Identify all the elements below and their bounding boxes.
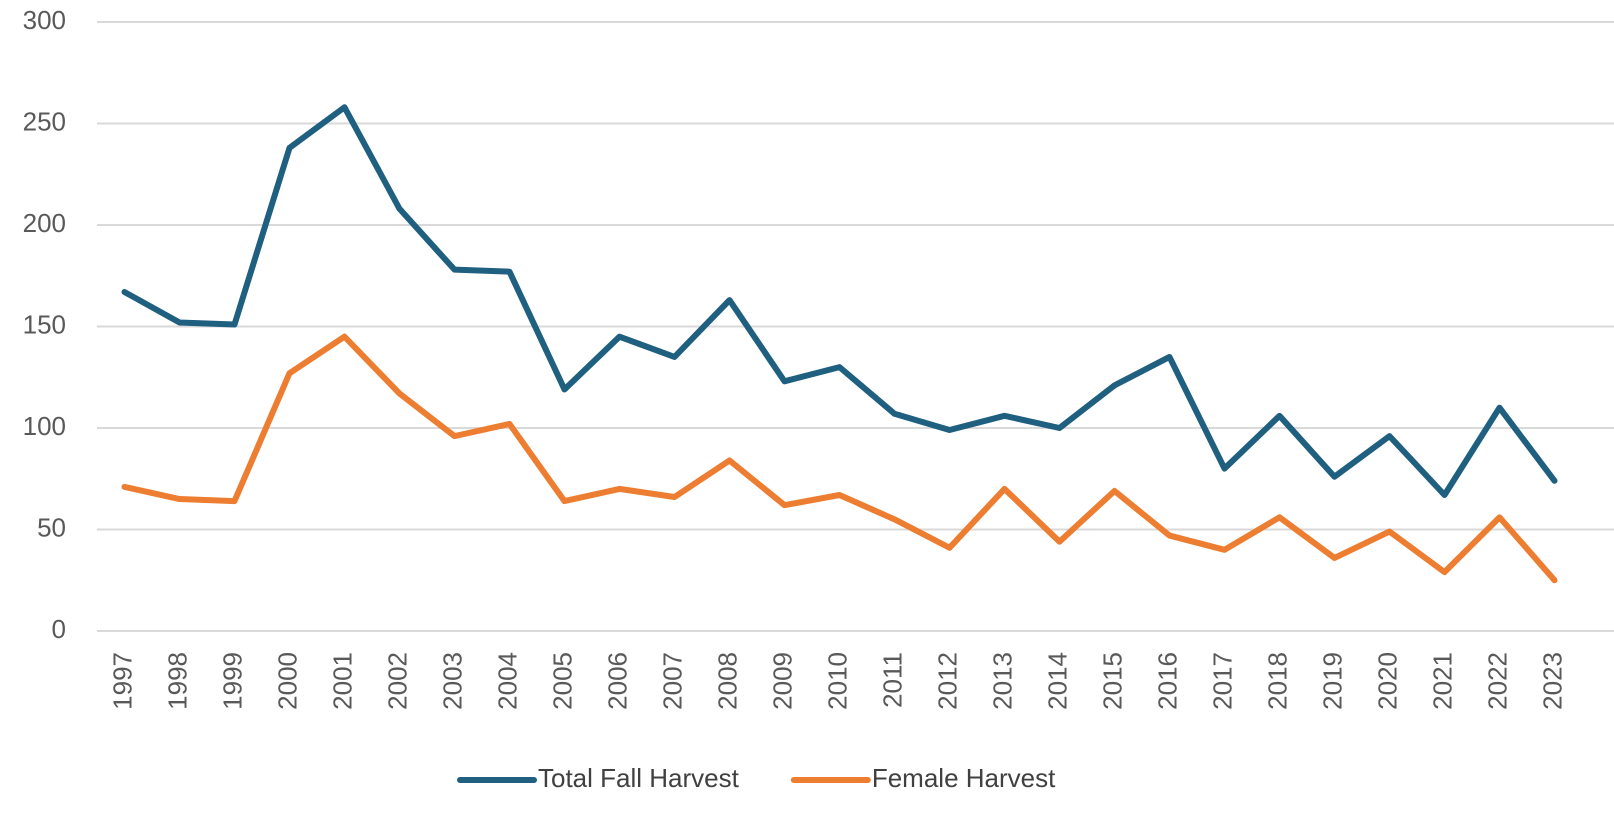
x-tick-label: 2009 bbox=[767, 652, 797, 710]
x-tick-label: 2011 bbox=[877, 652, 907, 708]
x-tick-label: 2022 bbox=[1482, 652, 1512, 710]
x-tick-label: 2021 bbox=[1427, 652, 1457, 710]
x-tick-label: 2013 bbox=[987, 652, 1017, 710]
x-tick-label: 2002 bbox=[382, 652, 412, 710]
y-tick-label: 50 bbox=[37, 512, 66, 542]
x-tick-label: 2018 bbox=[1262, 652, 1292, 710]
y-tick-label: 300 bbox=[23, 5, 66, 35]
x-tick-label: 2010 bbox=[822, 652, 852, 710]
series-line bbox=[121, 333, 1558, 584]
legend-label: Female Harvest bbox=[872, 763, 1056, 793]
x-tick-label: 2007 bbox=[657, 652, 687, 710]
x-tick-label: 1998 bbox=[162, 652, 192, 710]
x-tick-label: 2005 bbox=[547, 652, 577, 710]
x-tick-label: 1997 bbox=[107, 652, 137, 710]
y-tick-label: 150 bbox=[23, 309, 66, 339]
y-tick-label: 100 bbox=[23, 411, 66, 441]
legend-label: Total Fall Harvest bbox=[538, 763, 740, 793]
x-tick-label: 2019 bbox=[1317, 652, 1347, 710]
x-tick-label: 2008 bbox=[712, 652, 742, 710]
x-tick-label: 2004 bbox=[492, 652, 522, 710]
x-tick-label: 2003 bbox=[437, 652, 467, 710]
x-tick-label: 2001 bbox=[327, 652, 357, 710]
x-tick-label: 2006 bbox=[602, 652, 632, 710]
x-tick-label: 2012 bbox=[932, 652, 962, 710]
x-tick-label: 2020 bbox=[1372, 652, 1402, 710]
y-tick-label: 200 bbox=[23, 208, 66, 238]
x-tick-label: 2023 bbox=[1537, 652, 1567, 710]
x-tick-label: 1999 bbox=[217, 652, 247, 710]
x-tick-label: 2015 bbox=[1097, 652, 1127, 710]
x-tick-label: 2000 bbox=[272, 652, 302, 710]
x-tick-label: 2014 bbox=[1042, 652, 1072, 710]
y-tick-label: 250 bbox=[23, 106, 66, 136]
x-tick-label: 2016 bbox=[1152, 652, 1182, 710]
x-tick-label: 2017 bbox=[1207, 652, 1237, 710]
y-tick-label: 0 bbox=[52, 614, 66, 644]
series-line bbox=[121, 104, 1558, 498]
